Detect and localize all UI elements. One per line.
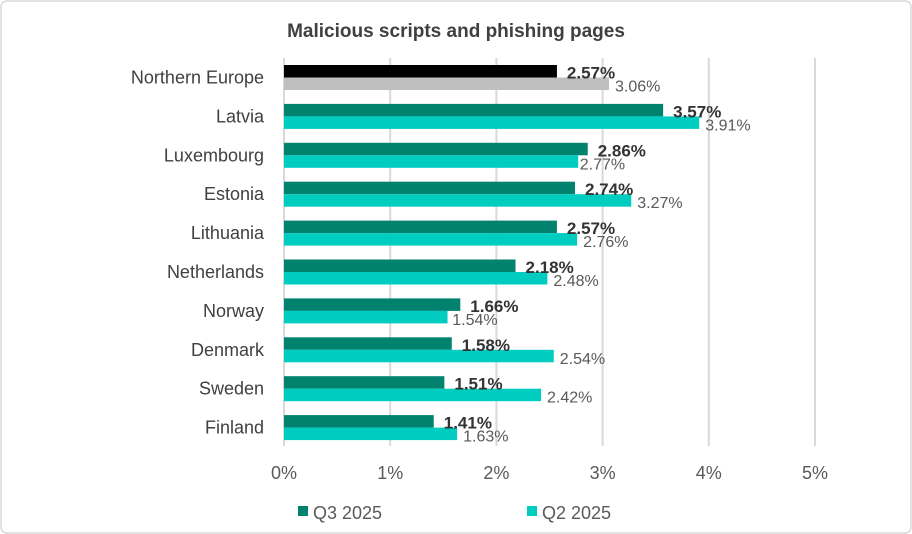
category-label: Luxembourg [164,145,264,165]
legend-swatch [298,506,308,516]
chart-title: Malicious scripts and phishing pages [287,21,625,42]
bar-q3 [284,103,664,117]
category-label: Denmark [191,340,265,360]
category-label: Norway [203,301,264,321]
data-label-q3: 2.74% [585,180,633,199]
data-label-q3: 2.57% [567,219,615,238]
bar-q3 [284,65,557,78]
category-label: Finland [205,418,264,438]
bar-q3 [284,415,434,428]
data-label-q2: 3.27% [637,195,682,212]
bar-q3 [284,337,452,350]
data-label-q2: 2.48% [553,273,598,290]
bar-q3 [284,142,588,156]
x-tick-label: 0% [271,463,297,483]
data-label-q2: 2.54% [560,351,605,368]
data-label-q3: 1.51% [454,375,502,394]
bar-q2 [284,116,700,129]
x-tick-label: 2% [483,463,509,483]
bar-q2 [284,194,632,207]
data-label-q3: 3.57% [673,102,721,121]
category-label: Latvia [216,106,265,126]
bar-q2 [284,310,448,324]
bar-q2 [284,272,548,285]
bar-q3 [284,259,516,272]
bar-q2 [284,388,542,402]
data-label-q2: 3.06% [615,79,660,96]
data-label-q3: 1.41% [444,414,492,433]
category-label: Northern Europe [131,68,264,88]
data-label-q2: 1.63% [463,429,508,446]
bar-q2 [284,349,554,363]
category-label: Estonia [204,184,265,204]
bar-q2 [284,427,458,441]
bar-q2 [284,77,609,90]
category-label: Lithuania [191,223,265,243]
data-label-q2: 1.54% [452,312,497,329]
bar-q2 [284,233,578,246]
legend-label: Q3 2025 [313,503,382,523]
data-label-q2: 3.91% [705,117,750,134]
x-tick-label: 4% [696,463,722,483]
data-label-q3: 2.86% [598,141,646,160]
data-label-q3: 1.58% [462,336,510,355]
x-tick-label: 5% [802,463,828,483]
legend-label: Q2 2025 [542,503,611,523]
x-tick-label: 1% [377,463,403,483]
data-label-q3: 2.18% [526,258,574,277]
bar-q3 [284,181,575,195]
data-label-q3: 2.57% [567,64,615,83]
x-tick-label: 3% [590,463,616,483]
data-label-q2: 2.42% [547,390,592,407]
category-label: Netherlands [167,262,264,282]
data-label-q2: 2.76% [583,234,628,251]
data-label-q2: 2.77% [580,156,625,173]
bar-q3 [284,376,445,389]
data-label-q3: 1.66% [470,297,518,316]
legend-swatch [527,506,537,516]
category-label: Sweden [199,379,264,399]
bar-q3 [284,298,461,311]
bar-q2 [284,155,579,168]
bar-q3 [284,220,557,234]
